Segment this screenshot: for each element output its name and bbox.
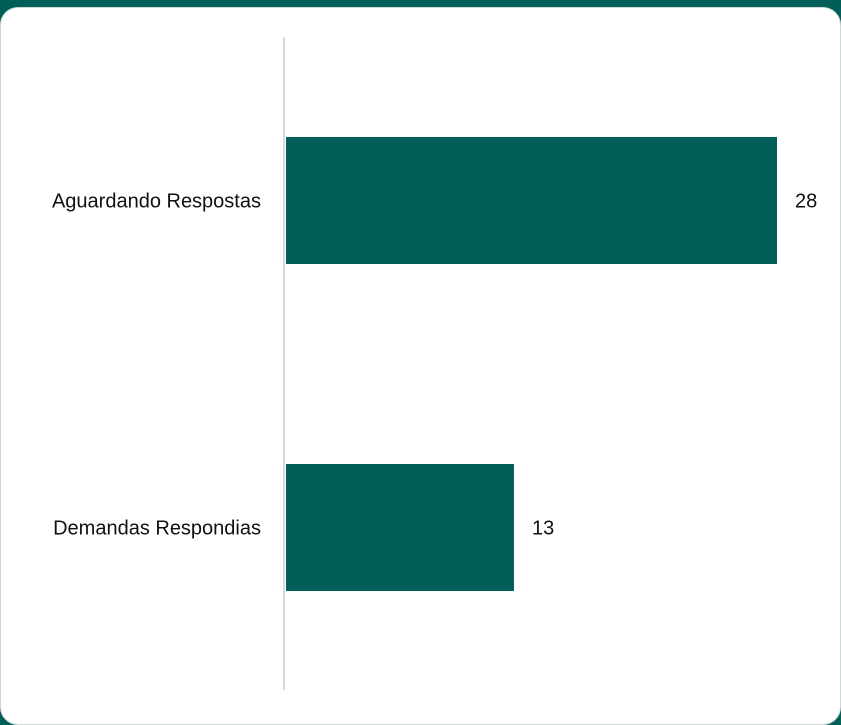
bar-0 [286,137,777,264]
value-label-0: 28 [795,191,817,213]
labels-group: Aguardando Respostas 28 Demandas Respondia… [52,191,817,540]
category-label-1: Demandas Respondias [53,518,261,540]
value-label-1: 13 [532,518,554,540]
category-label-0: Aguardando Respostas [52,191,261,213]
bars-group [286,137,777,591]
bar-1 [286,464,514,591]
chart-card [0,7,841,725]
